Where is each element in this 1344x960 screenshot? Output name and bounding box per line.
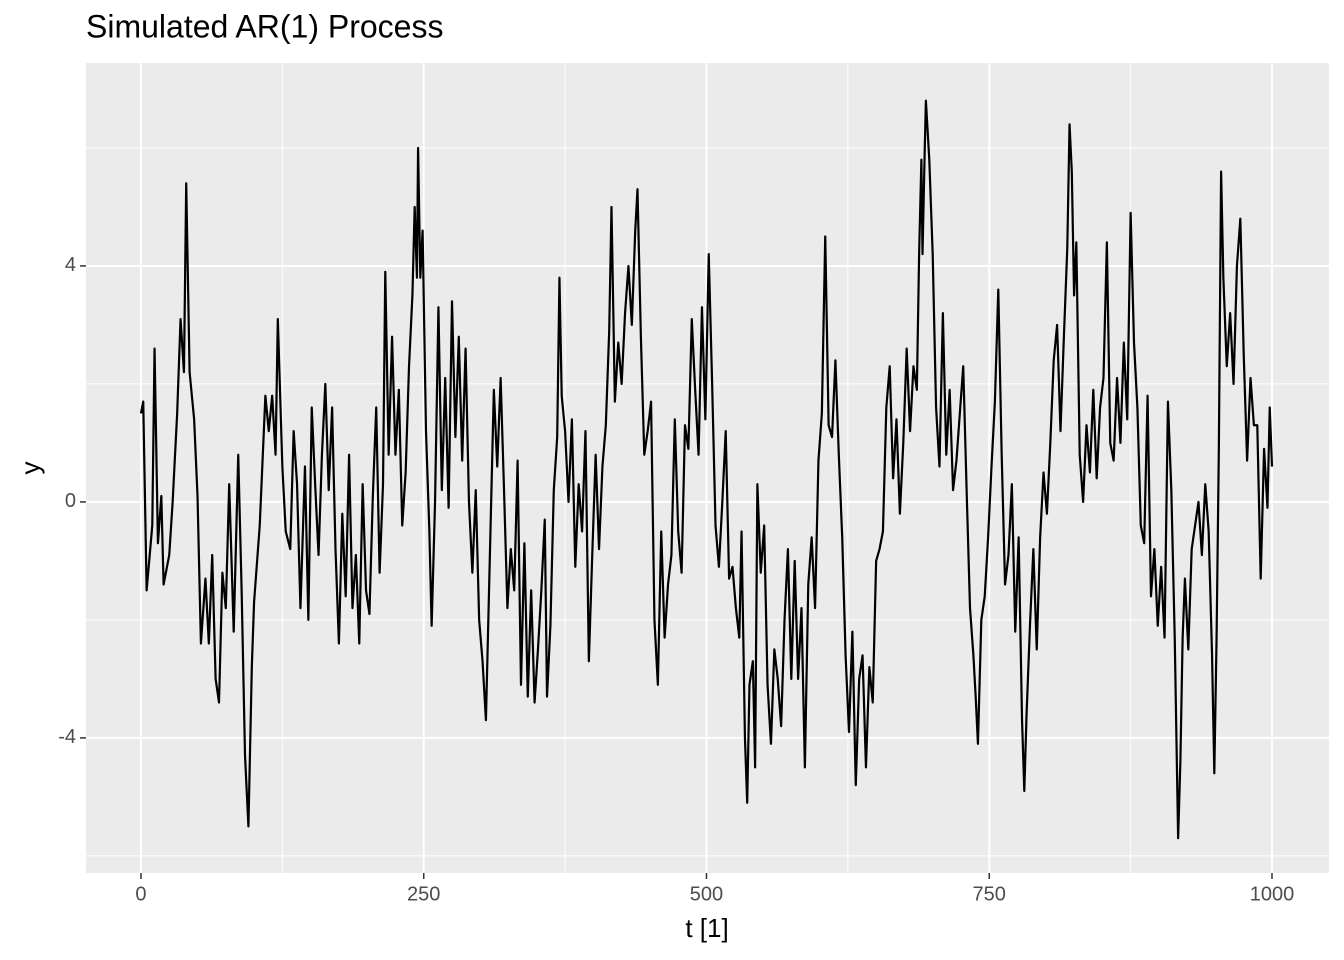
grid [86, 63, 1329, 873]
data-line [139, 99, 1274, 840]
y-tick-label: 4 [65, 254, 76, 276]
y-tick-label: -4 [58, 726, 76, 748]
x-tick-label: 250 [407, 883, 440, 905]
x-tick-label: 0 [135, 883, 146, 905]
x-tick-label: 500 [690, 883, 723, 905]
axes: 0 250 500 750 1000 -4 0 4 [58, 254, 1294, 905]
y-axis-label: y [15, 462, 45, 475]
panel [86, 63, 1329, 873]
x-tick-label: 1000 [1250, 883, 1295, 905]
chart-title: Simulated AR(1) Process [86, 8, 443, 44]
plot-area [139, 99, 1274, 840]
x-tick-label: 750 [973, 883, 1006, 905]
x-axis-label: t [1] [685, 913, 728, 943]
y-tick-label: 0 [65, 490, 76, 512]
